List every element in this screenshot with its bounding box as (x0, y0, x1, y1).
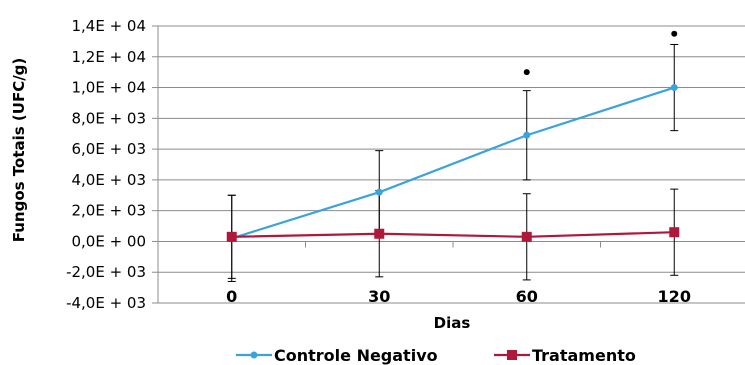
y-tick-label: 2,0E + 03 (71, 202, 146, 220)
y-tick-label: 1,4E + 04 (71, 17, 146, 35)
x-tick-label: 60 (516, 287, 538, 306)
series-markers (226, 84, 680, 242)
data-point-square (669, 227, 680, 238)
y-tick-label: -4,0E + 03 (66, 294, 146, 312)
y-tick-label: 8,0E + 03 (71, 109, 146, 127)
data-point-circle (375, 188, 383, 196)
data-point-square (521, 231, 532, 242)
legend-marker-circle (250, 351, 258, 359)
series-line-2 (231, 231, 675, 238)
y-tick-label: 0,0E + 00 (71, 232, 146, 250)
y-tick-label: 1,2E + 04 (71, 48, 146, 66)
y-tick-label: 6,0E + 03 (71, 140, 146, 158)
annotation-dot (523, 69, 530, 76)
data-point-square (226, 231, 237, 242)
x-axis-title: Dias (434, 314, 471, 332)
y-tick-label: -2,0E + 03 (66, 263, 146, 281)
series-line-1 (231, 86, 675, 240)
x-tick-label: 120 (658, 287, 691, 306)
data-point-circle (670, 84, 678, 92)
y-tick-labels: -4,0E + 03 -2,0E + 03 0,0E + 00 2,0E + 03 4,… (66, 17, 146, 312)
annotation-dot (671, 30, 678, 37)
axes (152, 25, 745, 304)
data-point-circle (523, 131, 531, 139)
y-axis-title: Fungos Totais (UFC/g) (10, 58, 28, 243)
annotation-dots (523, 30, 678, 76)
x-tick-label: 30 (368, 287, 390, 306)
legend: Controle Negativo Tratamento (236, 346, 636, 365)
x-tick-labels: 0 30 60 120 (226, 287, 691, 306)
x-tick-label: 0 (226, 287, 237, 306)
data-point-square (374, 228, 385, 239)
legend-label: Controle Negativo (274, 346, 438, 365)
y-tick-label: 4,0E + 03 (71, 171, 146, 189)
legend-marker-square (507, 350, 517, 360)
series-lines (231, 86, 675, 240)
legend-label: Tratamento (532, 346, 636, 365)
y-tick-label: 1,0E + 04 (71, 79, 146, 97)
